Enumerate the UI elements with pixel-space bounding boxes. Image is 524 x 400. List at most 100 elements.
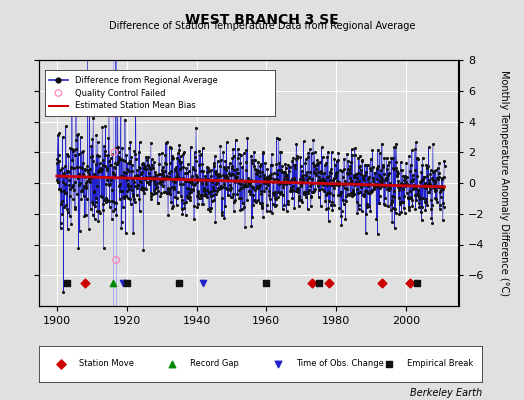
- Point: [315, 158, 324, 165]
- Point: [168, 205, 176, 212]
- Point: [326, 176, 334, 183]
- Point: [237, 195, 246, 202]
- Point: [90, 189, 98, 196]
- Point: [388, 199, 396, 205]
- Point: [59, 288, 68, 295]
- Point: [233, 174, 241, 180]
- Point: [143, 179, 151, 186]
- Point: [146, 166, 155, 172]
- Point: [320, 177, 329, 184]
- Point: [329, 192, 337, 199]
- Point: [279, 169, 288, 175]
- Point: [98, 194, 106, 200]
- Point: [67, 164, 75, 171]
- Point: [281, 169, 289, 175]
- Point: [261, 160, 269, 166]
- Point: [245, 188, 254, 194]
- Point: [408, 197, 416, 203]
- Point: [373, 165, 381, 171]
- Point: [201, 191, 209, 198]
- Point: [181, 212, 190, 218]
- Point: [107, 176, 115, 183]
- Point: [403, 182, 412, 188]
- Point: [271, 194, 279, 201]
- Point: [402, 160, 410, 166]
- Point: [182, 198, 190, 205]
- Point: [122, 193, 130, 199]
- Point: [222, 185, 230, 191]
- Point: [367, 167, 375, 174]
- Point: [355, 178, 363, 184]
- Point: [214, 173, 222, 180]
- Point: [89, 158, 97, 164]
- Point: [406, 280, 414, 286]
- Point: [378, 183, 386, 189]
- Point: [418, 177, 426, 183]
- Point: [106, 161, 114, 168]
- Point: [414, 200, 423, 206]
- Point: [220, 215, 228, 221]
- Point: [71, 152, 80, 158]
- Point: [311, 170, 320, 176]
- Point: [210, 187, 218, 193]
- Point: [209, 160, 217, 167]
- Point: [235, 195, 243, 201]
- Point: [146, 174, 154, 180]
- Point: [224, 164, 232, 170]
- Point: [69, 196, 77, 202]
- Point: [157, 190, 166, 196]
- Point: [364, 176, 373, 182]
- Point: [336, 192, 344, 198]
- Point: [283, 201, 292, 207]
- Point: [403, 174, 411, 180]
- Point: [365, 180, 373, 187]
- Point: [238, 177, 246, 183]
- Point: [229, 146, 237, 152]
- Point: [208, 178, 216, 185]
- Point: [297, 180, 305, 187]
- Point: [245, 181, 253, 187]
- Point: [360, 193, 368, 199]
- Point: [231, 197, 239, 203]
- Point: [179, 151, 188, 157]
- Point: [64, 168, 73, 175]
- Point: [387, 206, 395, 213]
- Point: [84, 167, 92, 173]
- Point: [172, 202, 181, 208]
- Point: [66, 145, 74, 151]
- Point: [403, 182, 412, 188]
- Point: [178, 196, 186, 203]
- Point: [141, 176, 149, 182]
- Point: [57, 361, 66, 367]
- Point: [290, 162, 298, 168]
- Point: [364, 162, 372, 168]
- Point: [406, 188, 414, 194]
- Point: [127, 154, 136, 160]
- Point: [419, 176, 427, 182]
- Point: [435, 174, 443, 180]
- Point: [83, 163, 92, 169]
- Point: [266, 172, 274, 178]
- Point: [428, 220, 436, 226]
- Point: [281, 170, 289, 176]
- Point: [260, 172, 269, 178]
- Point: [253, 171, 261, 177]
- Point: [307, 192, 315, 199]
- Point: [439, 217, 447, 224]
- Point: [66, 213, 74, 220]
- Point: [60, 204, 69, 211]
- Point: [131, 151, 139, 157]
- Point: [215, 185, 223, 191]
- Point: [144, 153, 152, 160]
- Point: [209, 184, 217, 190]
- Point: [345, 192, 353, 198]
- Point: [136, 208, 144, 215]
- Point: [227, 171, 235, 178]
- Point: [143, 179, 151, 185]
- Point: [191, 181, 199, 187]
- Point: [101, 148, 109, 154]
- Point: [413, 155, 422, 162]
- Point: [150, 190, 159, 196]
- Point: [424, 163, 432, 169]
- Point: [437, 187, 445, 193]
